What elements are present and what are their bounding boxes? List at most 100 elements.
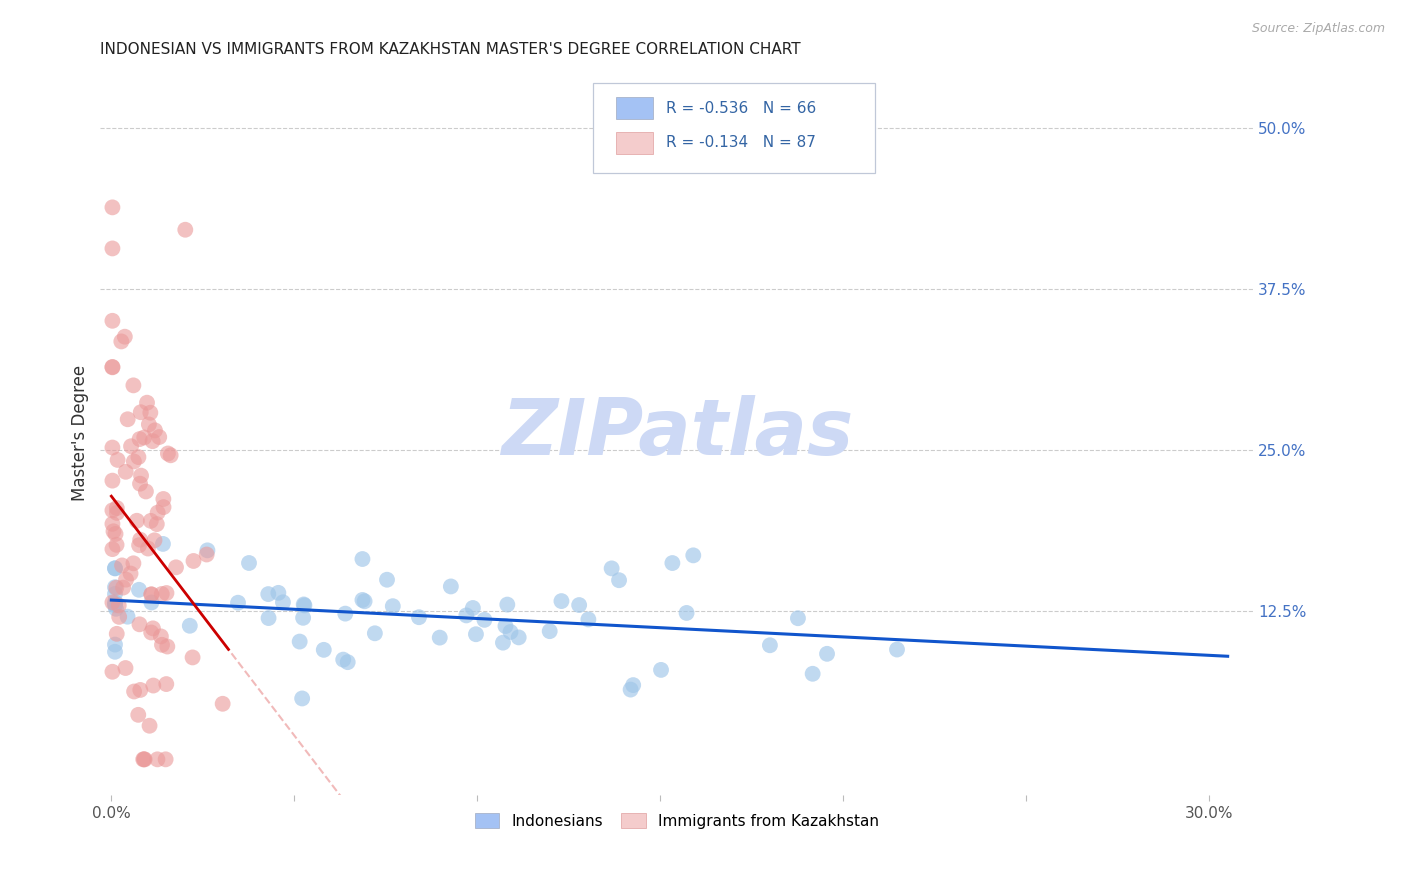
Point [675,606,697,620]
Point [159,448,181,462]
Text: Source: ZipAtlas.com: Source: ZipAtlas.com [1251,22,1385,36]
Point [375,573,398,587]
Point [759,638,782,652]
Point [128,538,150,552]
Point [146,752,169,766]
Point [148,430,170,444]
Point [134,752,156,766]
Point [125,514,148,528]
Point [115,573,138,587]
Point [179,619,201,633]
Point [142,434,165,449]
Point [127,707,149,722]
Point [142,621,165,635]
Point [104,597,127,611]
Point [496,598,519,612]
Point [138,417,160,432]
Point [104,587,127,601]
Point [104,580,127,594]
Point [197,543,219,558]
Point [101,441,124,455]
Point [112,581,135,595]
Point [101,665,124,679]
Point [440,579,463,593]
Point [111,558,134,573]
Point [336,655,359,669]
Point [101,242,124,256]
FancyBboxPatch shape [593,83,875,173]
Point [294,599,316,613]
Point [129,468,152,483]
Point [492,635,515,649]
Point [174,223,197,237]
Y-axis label: Master's Degree: Master's Degree [72,365,89,501]
Point [332,652,354,666]
Point [538,624,561,639]
Point [141,595,163,609]
Point [143,533,166,548]
Point [104,561,127,575]
Text: R = -0.536   N = 66: R = -0.536 N = 66 [666,101,817,116]
Point [183,554,205,568]
Point [787,611,810,625]
Point [181,650,204,665]
Point [129,682,152,697]
Point [101,200,124,214]
Point [352,552,374,566]
Point [117,412,139,426]
Point [335,607,357,621]
Point [139,406,162,420]
Point [139,514,162,528]
Point [105,627,128,641]
Text: INDONESIAN VS IMMIGRANTS FROM KAZAKHSTAN MASTER'S DEGREE CORRELATION CHART: INDONESIAN VS IMMIGRANTS FROM KAZAKHSTAN… [100,42,801,57]
Point [621,678,644,692]
Point [607,573,630,587]
FancyBboxPatch shape [616,132,652,153]
Point [429,631,451,645]
Point [465,627,488,641]
Point [101,360,124,375]
Point [288,634,311,648]
Point [620,682,643,697]
Point [886,642,908,657]
Point [103,524,125,539]
Point [101,503,124,517]
Point [128,617,150,632]
Point [267,586,290,600]
Point [105,506,128,520]
Point [150,638,173,652]
Point [381,599,404,614]
Point [257,587,280,601]
Point [271,595,294,609]
Point [146,506,169,520]
Point [456,608,478,623]
Point [110,334,132,349]
Point [292,611,315,625]
Point [550,594,572,608]
Point [101,516,124,531]
Point [134,430,156,444]
Point [104,638,127,652]
Point [152,491,174,506]
Point [104,599,127,613]
Point [104,595,127,609]
Point [149,629,172,643]
Point [114,661,136,675]
Point [508,631,530,645]
Point [474,613,496,627]
Point [152,500,174,515]
Point [107,599,129,613]
Point [650,663,672,677]
Point [600,561,623,575]
Point [155,586,177,600]
Point [104,561,127,575]
Point [291,691,314,706]
Point [495,619,517,633]
Point [132,752,155,766]
Point [568,598,591,612]
Legend: Indonesians, Immigrants from Kazakhstan: Indonesians, Immigrants from Kazakhstan [468,806,884,835]
Point [104,601,127,615]
Point [101,474,124,488]
Point [238,556,260,570]
Point [122,378,145,392]
